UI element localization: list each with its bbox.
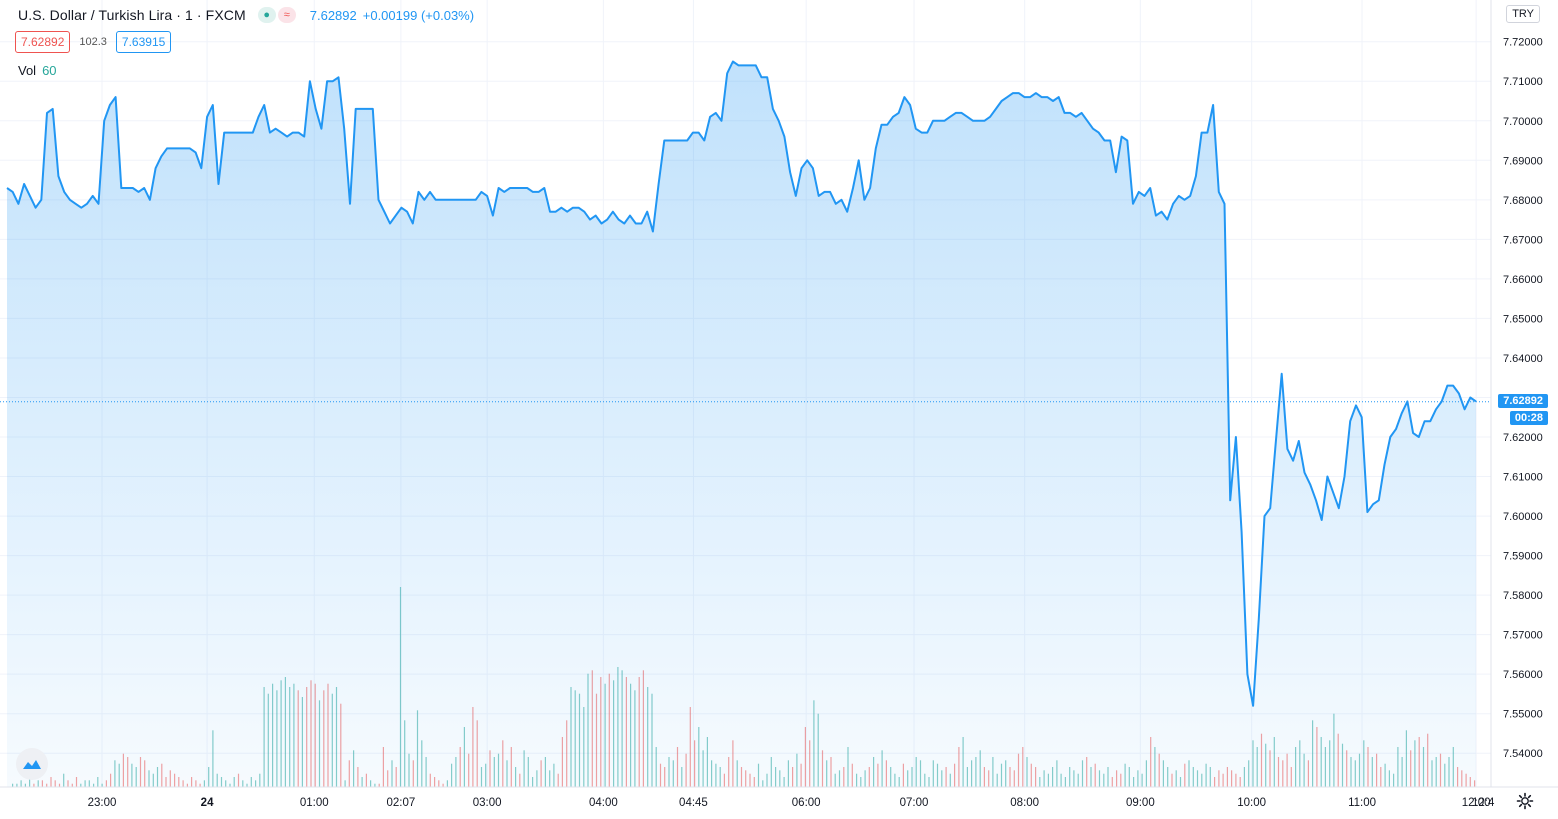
time-tick-label: 01:00 <box>300 797 329 809</box>
time-tick-label: 06:00 <box>792 797 821 809</box>
volume-value: 60 <box>42 63 57 78</box>
time-tick-label: 12:4 <box>1472 797 1495 809</box>
spread-value: 102.3 <box>79 36 107 48</box>
price-tick-label: 7.68000 <box>1503 195 1543 207</box>
time-tick-label: 02:07 <box>386 797 415 809</box>
ask-price-button[interactable]: 7.63915 <box>115 31 172 53</box>
volume-legend[interactable]: Vol 60 <box>18 63 57 78</box>
settings-gear-icon[interactable] <box>1516 792 1534 810</box>
logo-icon <box>23 760 41 769</box>
last-price: 7.62892 <box>309 7 357 23</box>
legend-header: U.S. Dollar / Turkish Lira · 1 · FXCM ● … <box>18 6 474 24</box>
price-tick-label: 7.66000 <box>1503 274 1543 286</box>
price-tick-label: 7.59000 <box>1503 551 1543 563</box>
time-tick-label: 04:45 <box>679 797 708 809</box>
price-change: +0.00199 (+0.03%) <box>362 7 475 23</box>
time-tick-label: 08:00 <box>1010 797 1039 809</box>
symbol-title[interactable]: U.S. Dollar / Turkish Lira · 1 · FXCM <box>18 7 246 23</box>
time-tick-label: 24 <box>201 797 214 809</box>
price-tick-label: 7.72000 <box>1503 37 1543 49</box>
price-tick-label: 7.67000 <box>1503 234 1543 246</box>
price-axis: 7.72000 7.71000 7.70000 7.69000 7.68000 7.670… <box>1503 37 1543 761</box>
price-tick-label: 7.71000 <box>1503 76 1543 88</box>
data-feed-icon[interactable]: ≈ <box>277 7 296 23</box>
market-status-icon[interactable]: ● <box>257 7 276 23</box>
time-tick-label: 03:00 <box>473 797 502 809</box>
price-tick-label: 7.58000 <box>1503 590 1543 602</box>
price-tick-label: 7.65000 <box>1503 313 1543 325</box>
price-tick-label: 7.62000 <box>1503 432 1543 444</box>
last-price-label: 7.62892 <box>1498 393 1548 408</box>
volume-label: Vol <box>18 63 37 78</box>
time-axis: 23:00 24 01:00 02:07 03:00 04:00 04:45 06:00 07:… <box>88 797 1495 809</box>
time-tick-label: 07:00 <box>900 797 929 809</box>
time-tick-label: 23:00 <box>88 797 117 809</box>
price-area-fill <box>7 61 1476 787</box>
price-tick-label: 7.69000 <box>1503 155 1543 167</box>
bid-ask-panel: 7.62892 102.3 7.63915 <box>15 31 172 53</box>
countdown-label: 00:28 <box>1509 410 1548 425</box>
time-tick-label: 04:00 <box>589 797 618 809</box>
price-tick-label: 7.57000 <box>1503 630 1543 642</box>
time-tick-label: 10:00 <box>1237 797 1266 809</box>
price-line <box>6 60 1477 707</box>
currency-button[interactable]: TRY <box>1506 5 1540 23</box>
time-tick-label: 09:00 <box>1126 797 1155 809</box>
price-tick-label: 7.61000 <box>1503 472 1543 484</box>
time-tick-label: 11:00 <box>1348 797 1376 809</box>
bid-price-button[interactable]: 7.62892 <box>15 31 71 53</box>
price-tick-label: 7.64000 <box>1503 353 1543 365</box>
tradingview-logo[interactable] <box>16 748 48 780</box>
price-tick-label: 7.60000 <box>1503 511 1543 523</box>
price-tick-label: 7.56000 <box>1503 669 1543 681</box>
price-tick-label: 7.54000 <box>1503 748 1543 760</box>
time-tick-label: 12:00 <box>1462 797 1491 809</box>
price-tick-label: 7.70000 <box>1503 116 1543 128</box>
price-tick-label: 7.55000 <box>1503 709 1543 721</box>
